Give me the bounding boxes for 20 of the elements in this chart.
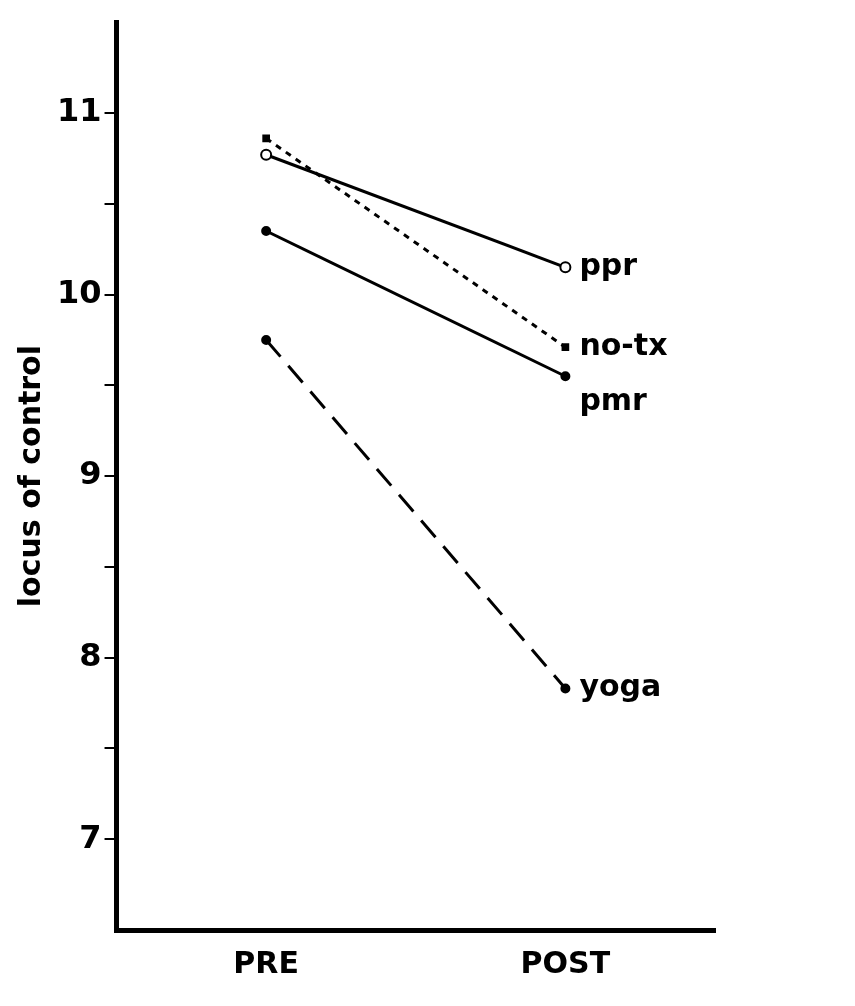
y-tick-label: 10 [57,272,102,311]
x-tick-label: POST [520,944,611,980]
point [560,683,571,694]
series-label: yoga [579,668,662,704]
y-tick-label: 7 [79,817,102,856]
y-tick-label: 8 [79,635,102,674]
point [261,225,272,236]
point [559,261,572,274]
point [560,371,571,382]
series-label: no-tx [579,326,668,362]
series-label: pmr [579,382,648,418]
x-tick-label: PRE [233,944,299,980]
point [260,148,273,161]
series-label: ppr [579,247,638,283]
point [261,334,272,345]
y-tick-label: 9 [79,454,102,493]
y-tick-label: 11 [57,91,102,130]
point [262,134,270,143]
point [561,343,570,352]
y-axis-title: locus of control [11,344,47,608]
